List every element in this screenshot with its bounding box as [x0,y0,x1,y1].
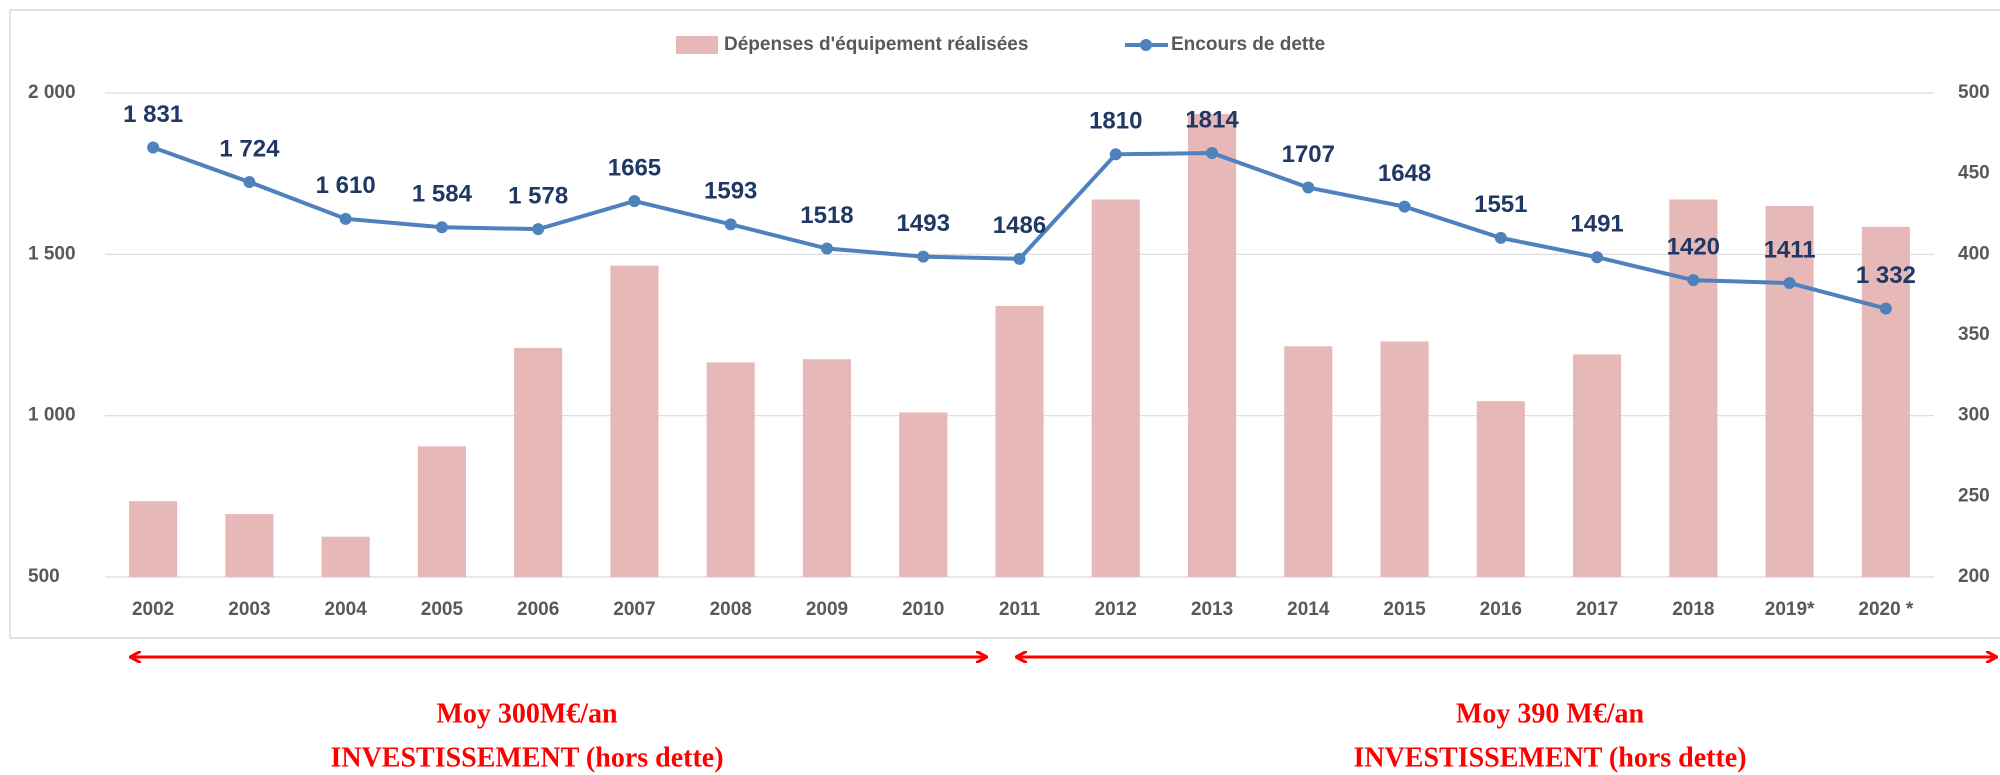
data-label: 1707 [1282,141,1335,168]
data-label: 1486 [993,212,1046,239]
x-tick-label: 2012 [1095,599,1137,620]
bar [1187,113,1237,578]
data-label: 1551 [1474,191,1527,218]
bar [1861,226,1910,577]
annotation: INVESTISSEMENT (hors dette) [330,742,723,773]
line-marker [628,195,641,208]
y2-tick-label: 300 [1958,405,1990,426]
x-tick-label: 2017 [1576,599,1618,620]
x-tick-label: 2008 [710,599,752,620]
data-label: 1 610 [316,172,376,199]
data-label: 1 724 [219,135,280,162]
data-label: 1491 [1570,211,1623,238]
line-marker [1879,302,1892,315]
annotation: Moy 300M€/an [436,698,618,729]
y-tick-label: 1 000 [28,405,76,426]
x-tick-label: 2004 [325,599,368,620]
legend-label: Encours de dette [1171,34,1325,55]
x-tick-label: 2020 * [1858,599,1914,620]
annotation: INVESTISSEMENT (hors dette) [1353,742,1746,773]
x-tick-label: 2007 [613,599,655,620]
bar [1573,354,1622,577]
bar [899,412,948,577]
bar [1765,205,1814,577]
y2-tick-label: 350 [1958,324,1990,345]
data-label: 1593 [704,178,757,205]
bar [514,347,563,577]
line-marker [1206,147,1219,160]
bar [1091,199,1140,578]
line-marker [1783,277,1796,290]
line-marker [532,223,545,236]
y2-tick-label: 450 [1958,163,1990,184]
x-tick-label: 2011 [999,599,1041,620]
data-label: 1 831 [123,101,183,128]
y-tick-label: 2 000 [28,82,76,103]
data-label: 1814 [1185,106,1239,133]
line-marker [820,242,833,255]
data-label: 1493 [897,210,950,237]
legend-label: Dépenses d'équipement réalisées [724,34,1028,55]
bar [995,305,1044,577]
data-label: 1 584 [412,181,473,208]
bar [417,446,466,577]
bar [1669,199,1718,578]
bar [1284,346,1333,577]
x-tick-label: 2016 [1480,599,1522,620]
bar [610,265,659,577]
x-tick-label: 2013 [1191,599,1233,620]
data-label: 1420 [1667,233,1720,260]
x-tick-label: 2003 [228,599,270,620]
x-tick-label: 2018 [1672,599,1714,620]
line-marker [147,141,160,154]
x-tick-label: 2005 [421,599,464,620]
bar [706,362,755,577]
legend-swatch [676,36,718,54]
line-marker [1302,181,1315,194]
data-label: 1 578 [508,183,568,210]
line-marker [1494,231,1507,244]
x-tick-label: 2002 [132,599,174,620]
line-marker [1398,200,1411,213]
bar [129,501,178,577]
bar [1380,341,1429,577]
bar [1476,401,1525,577]
y2-tick-label: 250 [1958,485,1990,506]
x-tick-label: 2010 [902,599,944,620]
bar [802,359,852,577]
x-tick-label: 2019* [1765,599,1815,620]
data-label: 1 332 [1856,262,1916,289]
data-label: 1810 [1089,108,1142,135]
line-marker [1109,148,1122,161]
line-marker [1591,251,1604,264]
data-label: 1648 [1378,160,1431,187]
x-tick-label: 2009 [806,599,848,620]
legend-swatch [1140,39,1152,51]
y2-tick-label: 400 [1958,243,1990,264]
line-marker [243,176,256,189]
bar [225,514,274,577]
line-marker [1013,252,1026,265]
y-tick-label: 500 [28,566,60,587]
data-label: 1518 [800,202,853,229]
y-tick-label: 1 500 [28,243,76,264]
bar [321,536,370,577]
line-marker [435,221,448,234]
line-marker [339,212,352,225]
x-tick-label: 2014 [1287,599,1330,620]
line-marker [1687,274,1700,287]
data-label: 1411 [1764,236,1816,263]
annotation: Moy 390 M€/an [1456,698,1645,729]
x-tick-label: 2006 [517,599,559,620]
y2-tick-label: 500 [1958,82,1990,103]
x-tick-label: 2015 [1383,599,1426,620]
line-marker [724,218,737,231]
line-marker [917,250,930,263]
data-label: 1665 [608,154,661,181]
y2-tick-label: 200 [1958,566,1990,587]
